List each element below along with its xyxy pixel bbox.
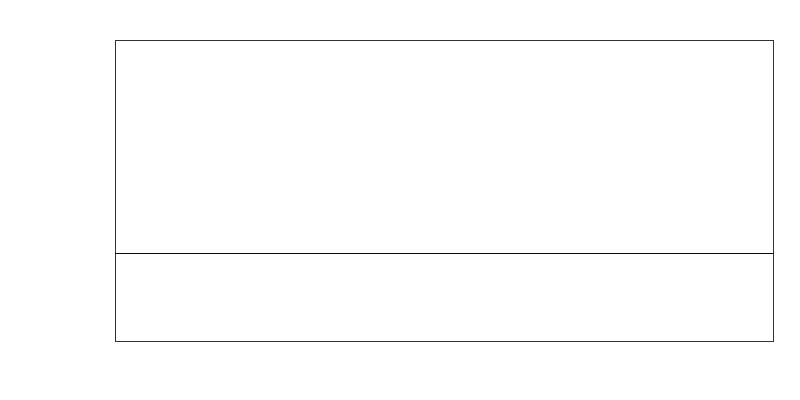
error-axes (115, 253, 774, 342)
error-plot-border (115, 253, 774, 342)
